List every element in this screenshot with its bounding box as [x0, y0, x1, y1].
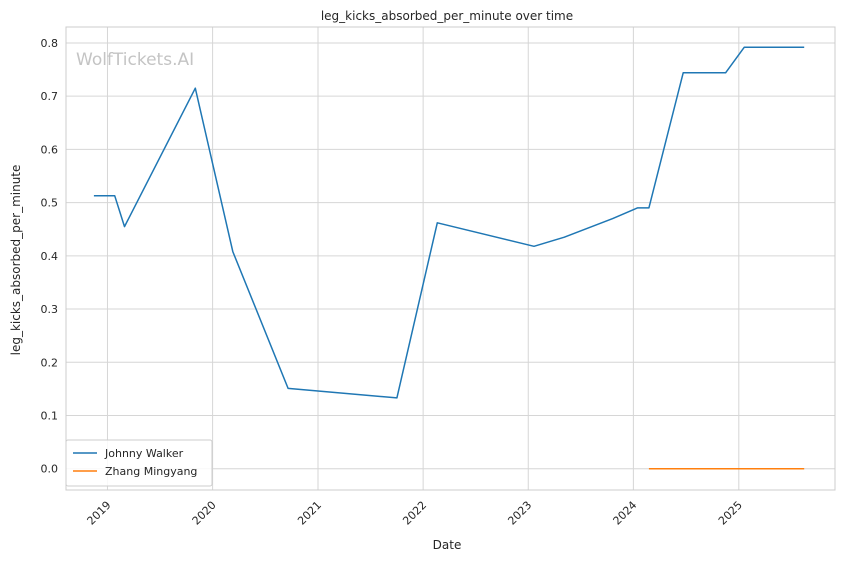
- y-tick-label: 0.7: [41, 90, 59, 103]
- x-tick-label: 2020: [190, 499, 219, 528]
- legend-box: [65, 439, 213, 487]
- x-tick-label: 2024: [611, 499, 640, 528]
- x-tick-labels: 2019 2020 2021 2022 2023 2024 2025: [85, 499, 745, 528]
- y-tick-label: 0.0: [41, 463, 59, 476]
- y-tick-label: 0.8: [41, 37, 59, 50]
- series-line-johnny-walker: [93, 46, 805, 399]
- plot-background: [66, 27, 835, 490]
- x-tick-label: 2022: [400, 499, 429, 528]
- x-tick-label: 2021: [295, 499, 324, 528]
- y-tick-labels: 0.0 0.1 0.2 0.3 0.4 0.5 0.6 0.7 0.8: [41, 37, 59, 476]
- series-lines: [93, 46, 805, 470]
- y-axis-label: leg_kicks_absorbed_per_minute: [9, 165, 23, 356]
- legend: Johnny Walker Zhang Mingyang: [65, 439, 213, 487]
- plot-frame: [65, 26, 836, 491]
- y-tick-label: 0.4: [41, 250, 59, 263]
- y-tick-label: 0.5: [41, 197, 59, 210]
- grid: [66, 27, 835, 490]
- y-tick-label: 0.3: [41, 303, 59, 316]
- watermark: WolfTickets.AI: [76, 50, 194, 70]
- x-tick-label: 2025: [716, 499, 745, 528]
- x-tick-label: 2019: [85, 499, 114, 528]
- y-tick-label: 0.1: [41, 409, 59, 422]
- y-tick-label: 0.2: [41, 356, 59, 369]
- x-tick-label: 2023: [505, 499, 534, 528]
- legend-label-zhang-mingyang: Zhang Mingyang: [105, 465, 197, 478]
- y-tick-label: 0.6: [41, 143, 59, 156]
- chart-title: leg_kicks_absorbed_per_minute over time: [321, 9, 573, 23]
- legend-label-johnny-walker: Johnny Walker: [104, 447, 184, 460]
- x-axis-label: Date: [433, 538, 462, 552]
